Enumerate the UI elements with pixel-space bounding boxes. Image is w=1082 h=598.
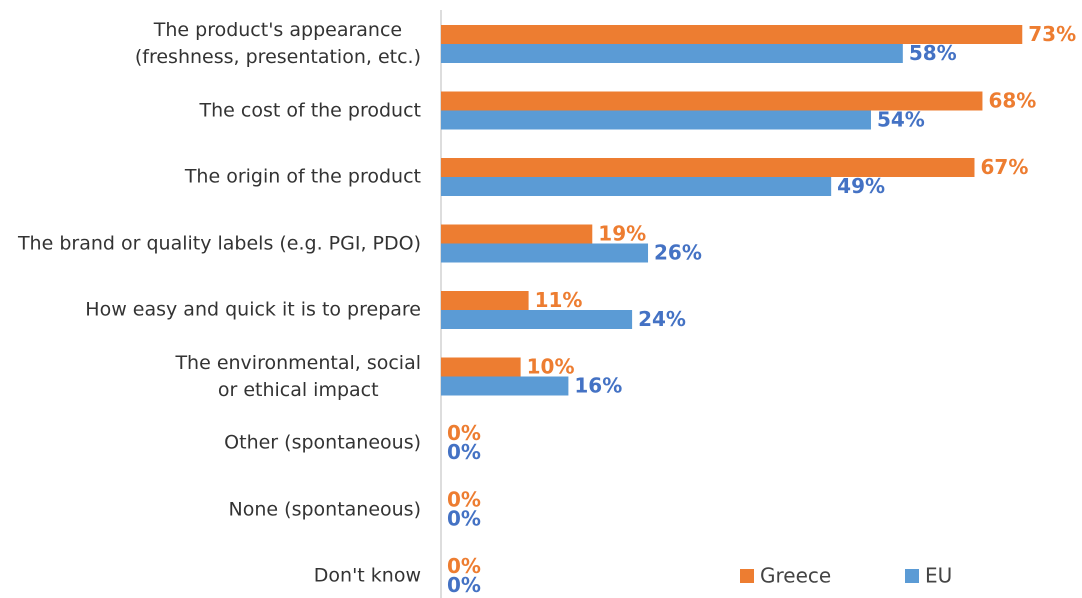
category-label: The origin of the product: [184, 165, 421, 188]
bar: [441, 291, 529, 310]
value-label: 0%: [447, 440, 481, 464]
category-label: The environmental, social or ethical imp…: [175, 351, 421, 401]
bar: [441, 224, 593, 244]
bar: [441, 25, 1023, 44]
value-label: 0%: [447, 554, 481, 578]
bar: [441, 177, 832, 196]
value-label: 49%: [837, 174, 885, 198]
category-label: How easy and quick it is to prepare: [85, 298, 421, 321]
legend-swatch: [740, 569, 754, 583]
category-label: None (spontaneous): [228, 498, 421, 520]
value-label: 0%: [447, 488, 481, 512]
value-label: 26%: [654, 241, 702, 265]
bar: [441, 243, 649, 263]
category-label: Don't know: [313, 564, 421, 587]
value-label: 10%: [527, 355, 575, 379]
value-label: 58%: [909, 41, 957, 65]
legend-swatch: [905, 569, 919, 583]
bar: [441, 357, 521, 377]
value-label: 19%: [598, 222, 646, 246]
bar: [441, 376, 569, 396]
value-label: 0%: [447, 421, 481, 445]
value-label: 54%: [877, 108, 925, 132]
bar: [441, 158, 975, 177]
bar: [441, 310, 633, 329]
category-label: The brand or quality labels (e.g. PGI, P…: [17, 232, 421, 254]
value-label: 0%: [447, 573, 481, 597]
legend-label: Greece: [760, 564, 831, 588]
value-label: 67%: [980, 155, 1028, 179]
category-label: Other (spontaneous): [224, 431, 421, 454]
value-label: 73%: [1028, 22, 1076, 46]
bar: [441, 110, 871, 130]
value-label: 16%: [574, 374, 622, 398]
category-label: The cost of the product: [199, 99, 422, 121]
value-label: 0%: [447, 507, 481, 531]
value-label: 24%: [638, 307, 686, 331]
legend-label: EU: [925, 564, 952, 588]
bar: [441, 91, 983, 111]
category-label: The product's appearance (freshness, pre…: [134, 19, 421, 68]
bar: [441, 44, 903, 63]
value-label: 11%: [535, 288, 583, 312]
value-label: 68%: [988, 89, 1036, 113]
